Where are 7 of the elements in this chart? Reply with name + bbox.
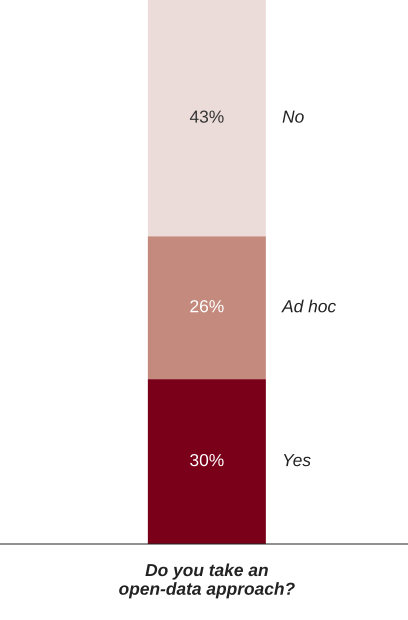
data-label: 30%	[190, 454, 224, 466]
series-label: Yes	[284, 454, 311, 466]
x-tick-label: Do you take an open-data approach?	[119, 563, 295, 598]
data-label: 26%	[190, 300, 224, 312]
data-label: 43%	[190, 110, 224, 123]
series-label: Ad hoc	[281, 300, 336, 312]
series-label: No	[282, 110, 304, 123]
